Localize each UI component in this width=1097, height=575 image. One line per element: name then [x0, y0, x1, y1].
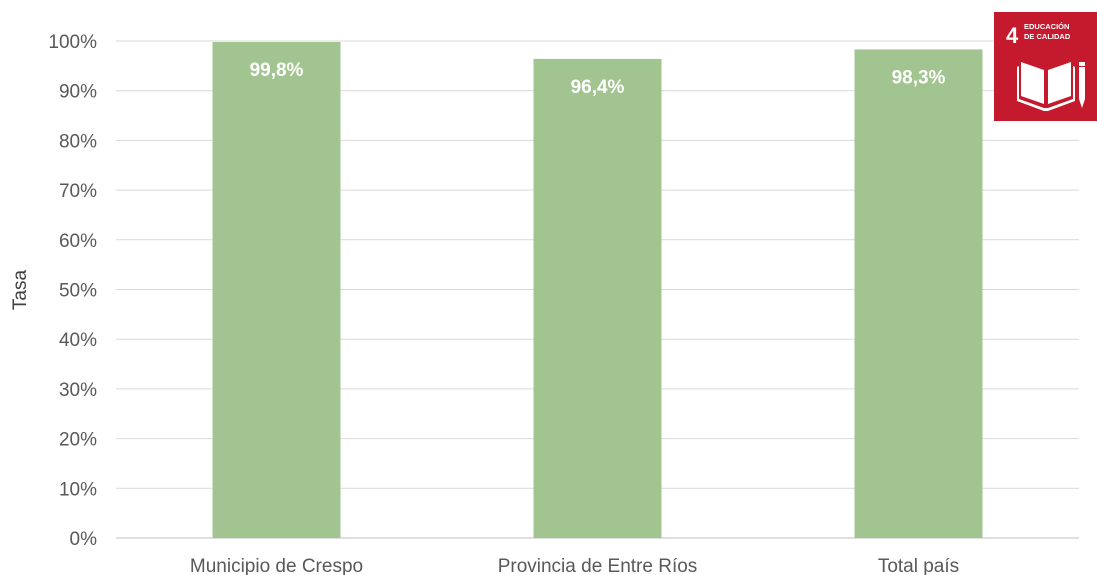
bars: 99,8% 96,4% 98,3% — [212, 41, 983, 539]
bar-data-label: 98,3% — [892, 67, 946, 88]
bar — [212, 41, 341, 539]
y-tick-label: 0% — [70, 529, 98, 550]
y-tick-label: 60% — [59, 231, 97, 252]
badge-line-1: EDUCACIÓN — [1024, 22, 1069, 31]
bar-data-label: 96,4% — [571, 77, 625, 98]
y-tick-label: 100% — [48, 32, 97, 53]
open-book-pencil-icon — [1017, 62, 1085, 111]
x-axis-categories: Municipio de Crespo Provincia de Entre Rí… — [190, 556, 959, 575]
x-category-label: Provincia de Entre Ríos — [498, 556, 698, 575]
badge-line-2: DE CALIDAD — [1024, 32, 1071, 41]
y-tick-label: 90% — [59, 82, 97, 103]
sdg-4-badge: 4 EDUCACIÓN DE CALIDAD — [994, 12, 1097, 121]
y-tick-label: 10% — [59, 479, 97, 500]
badge-number: 4 — [1006, 23, 1019, 48]
badge-background — [994, 12, 1097, 121]
bar — [854, 49, 983, 538]
y-tick-label: 70% — [59, 181, 97, 202]
bar-data-label: 99,8% — [250, 60, 304, 81]
bar — [533, 58, 662, 538]
y-axis-title: Tasa — [10, 270, 31, 311]
y-tick-label: 30% — [59, 380, 97, 401]
y-tick-label: 50% — [59, 281, 97, 302]
y-tick-label: 80% — [59, 131, 97, 152]
y-axis-ticks: 0% 10% 20% 30% 40% 50% 60% 70% 80% 90% 100% — [48, 32, 97, 550]
y-tick-label: 20% — [59, 430, 97, 451]
x-category-label: Total país — [878, 556, 959, 575]
x-category-label: Municipio de Crespo — [190, 556, 363, 575]
y-tick-label: 40% — [59, 330, 97, 351]
